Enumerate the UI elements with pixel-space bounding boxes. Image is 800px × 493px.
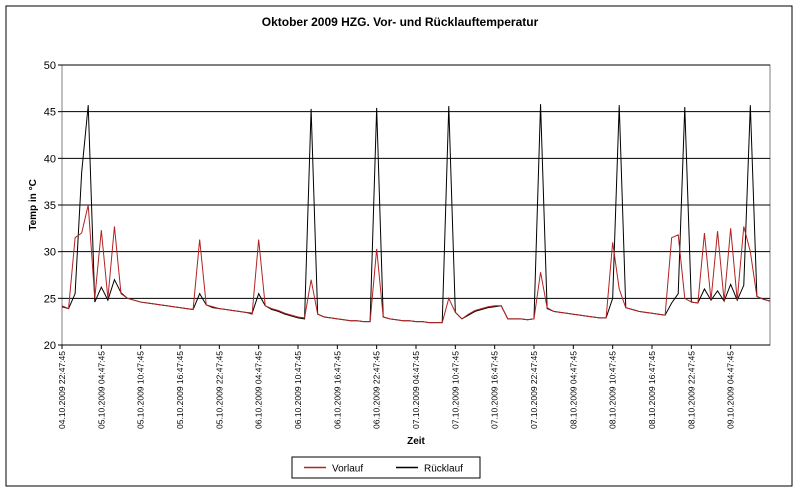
x-tick-label: 08.10.2009 22:47:45 [686, 351, 696, 429]
chart-title: Oktober 2009 HZG. Vor- und Rücklauftempe… [262, 15, 539, 29]
x-tick-label: 07.10.2009 10:47:45 [450, 351, 460, 429]
x-tick-label: 08.10.2009 16:47:45 [647, 351, 657, 429]
y-tick-label: 45 [44, 107, 56, 119]
x-tick-label: 05.10.2009 04:47:45 [96, 351, 106, 429]
x-tick-label: 09.10.2009 04:47:45 [726, 351, 736, 429]
legend-label: Vorlauf [332, 464, 363, 475]
x-tick-label: 05.10.2009 16:47:45 [175, 351, 185, 429]
x-tick-label: 06.10.2009 04:47:45 [254, 351, 264, 429]
x-tick-label: 07.10.2009 16:47:45 [490, 351, 500, 429]
y-tick-label: 50 [44, 60, 56, 72]
y-tick-label: 35 [44, 200, 56, 212]
x-tick-label: 06.10.2009 10:47:45 [293, 351, 303, 429]
x-tick-label: 06.10.2009 16:47:45 [332, 351, 342, 429]
y-tick-label: 25 [44, 293, 56, 305]
y-tick-label: 30 [44, 247, 56, 259]
y-tick-label: 40 [44, 153, 56, 165]
x-tick-label: 08.10.2009 10:47:45 [608, 351, 618, 429]
x-tick-label: 07.10.2009 22:47:45 [529, 351, 539, 429]
x-axis-label: Zeit [407, 436, 425, 447]
x-tick-label: 08.10.2009 04:47:45 [568, 351, 578, 429]
y-axis-label: Temp in °C [28, 179, 39, 231]
legend-label: Rücklauf [424, 464, 463, 475]
x-tick-label: 05.10.2009 10:47:45 [136, 351, 146, 429]
legend-box [291, 456, 481, 479]
y-tick-label: 20 [44, 340, 56, 352]
x-tick-label: 07.10.2009 04:47:45 [411, 351, 421, 429]
series-line [61, 204, 771, 324]
x-tick-label: 06.10.2009 22:47:45 [372, 351, 382, 429]
legend: Vorlauf Rücklauf [291, 456, 481, 479]
x-tick-label: 05.10.2009 22:47:45 [214, 351, 224, 429]
x-tick-label: 04.10.2009 22:47:45 [57, 351, 67, 429]
